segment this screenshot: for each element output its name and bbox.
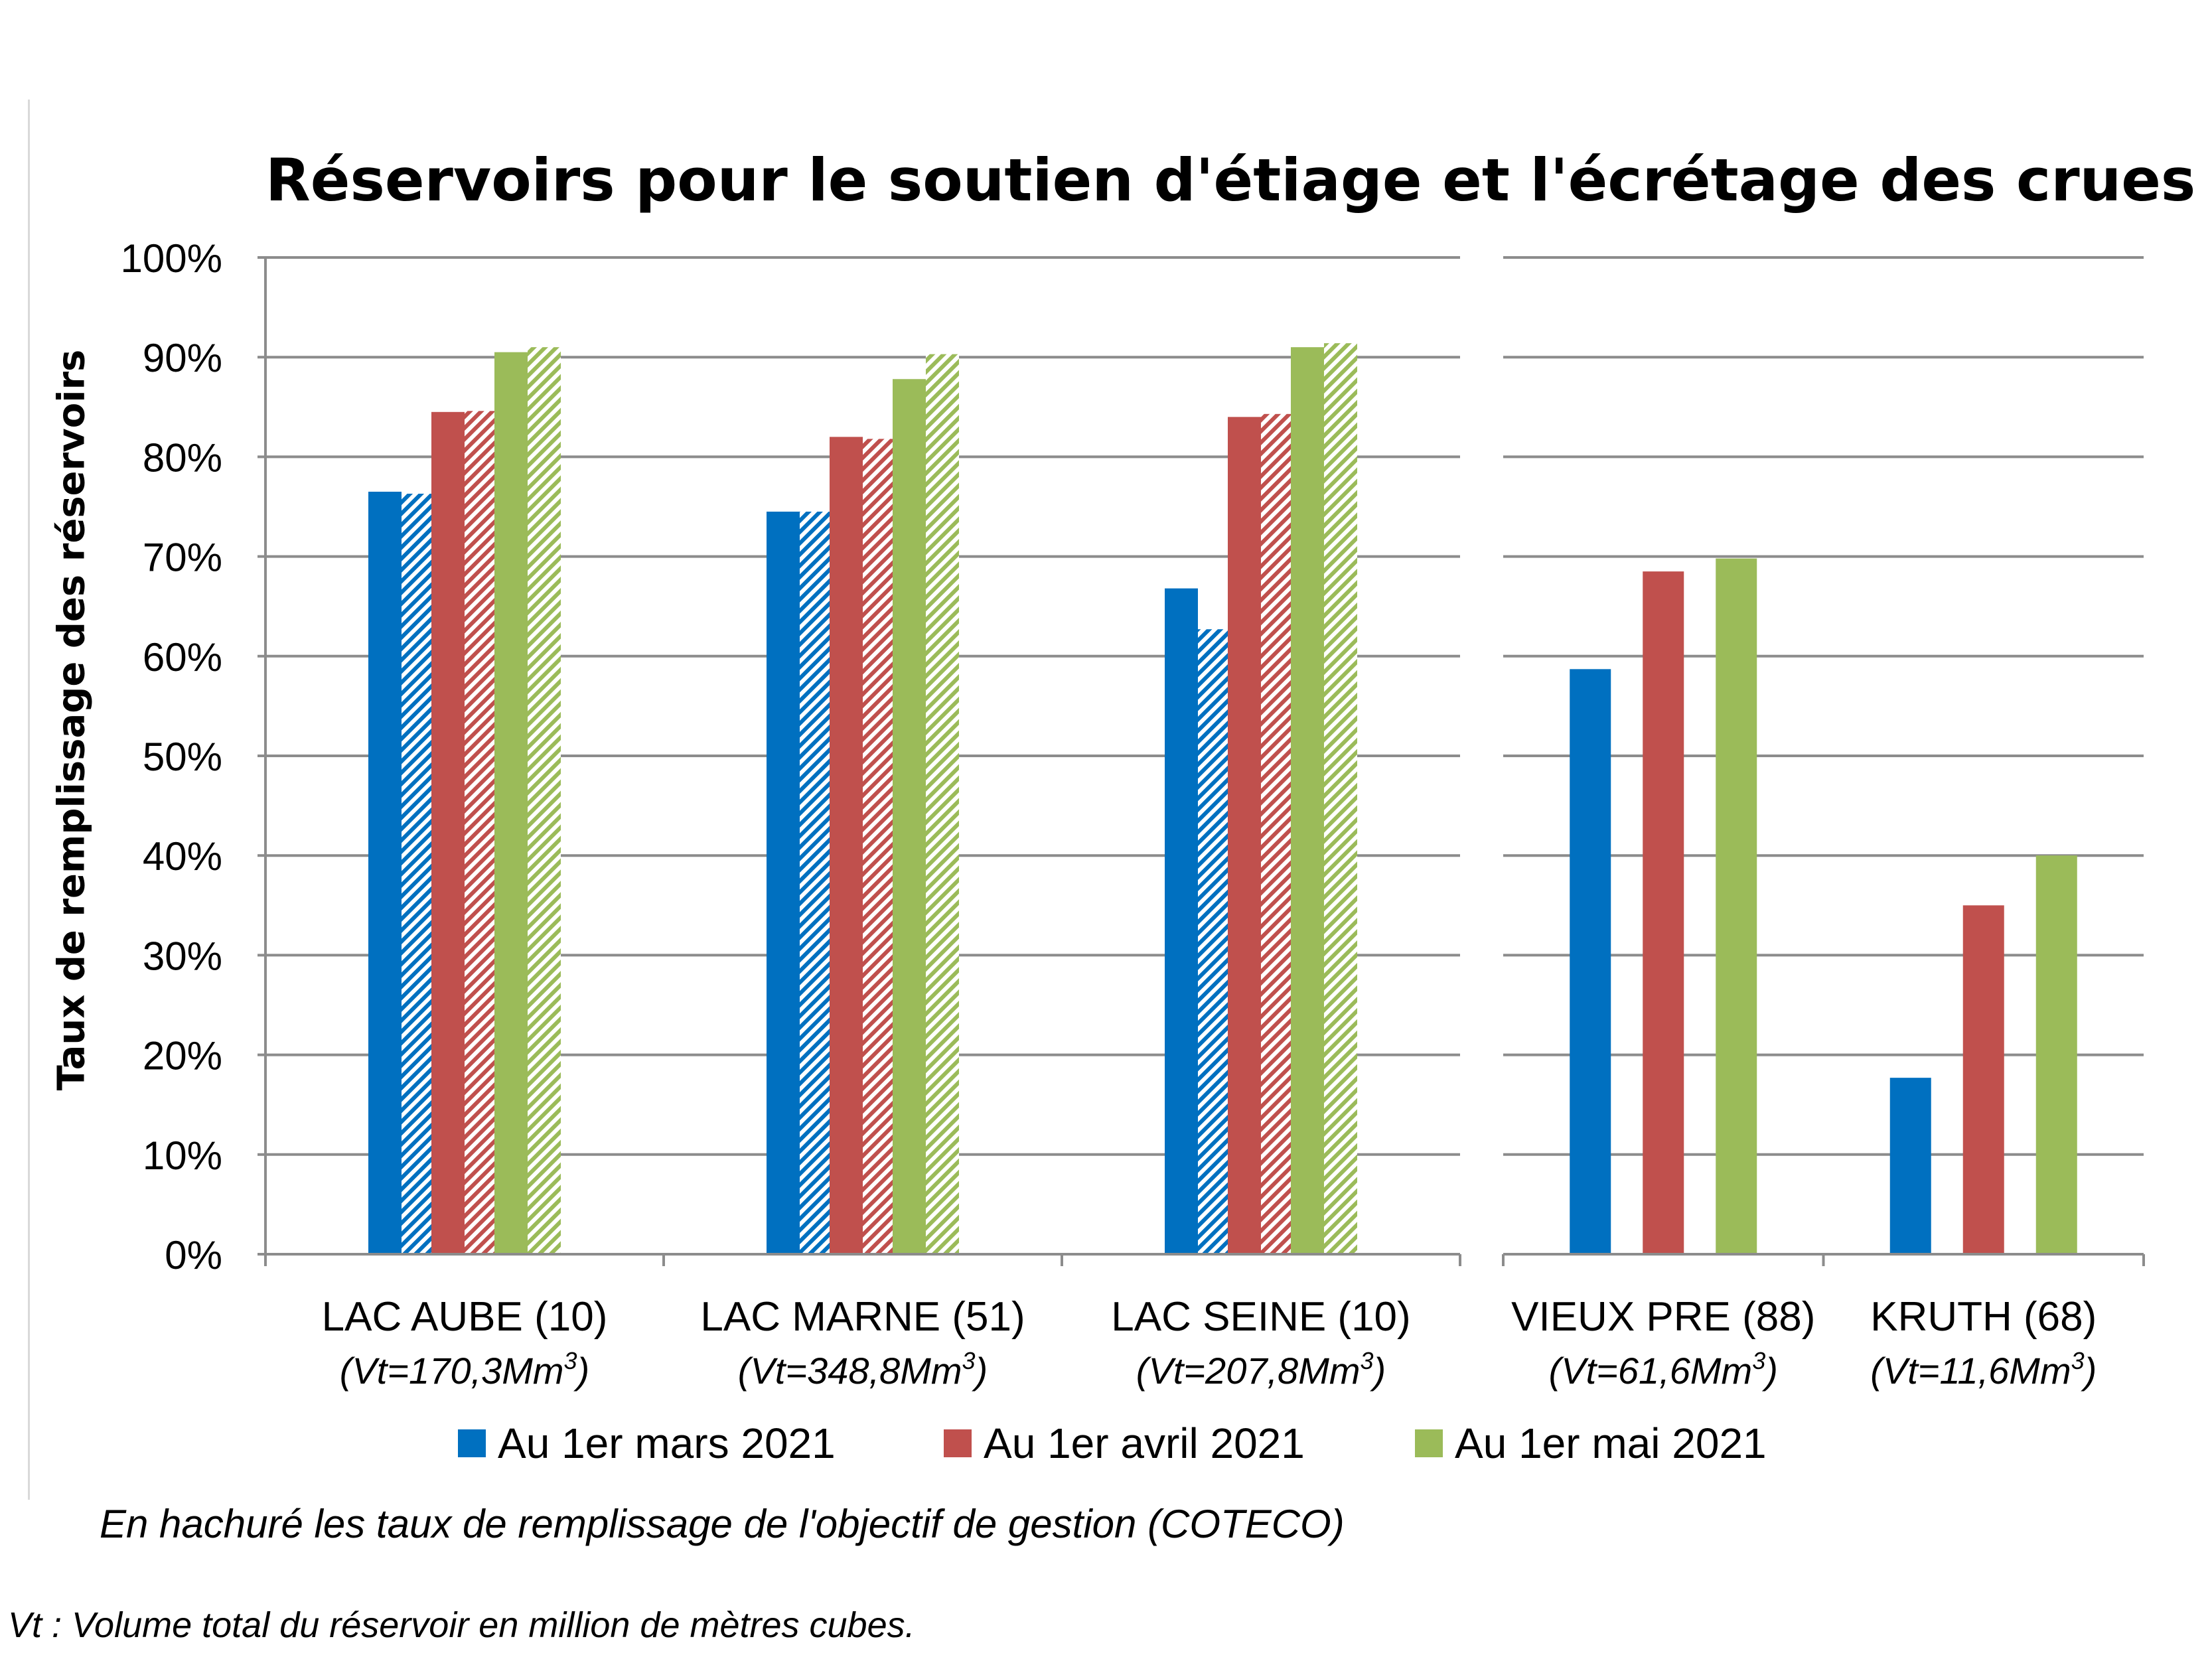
objective-bar-1-0 <box>465 411 498 1254</box>
category-label: KRUTH (68) <box>1870 1294 2097 1340</box>
y-tick-label: 60% <box>143 635 222 680</box>
chart-title: Réservoirs pour le soutien d'étiage et l… <box>265 146 2196 214</box>
objective-bar-1-1 <box>863 439 896 1254</box>
legend-swatch-green <box>1415 1429 1443 1457</box>
category-volume-label: (Vt=207,8Mm3) <box>1136 1347 1386 1392</box>
objective-bar-2-0 <box>528 347 561 1255</box>
objective-bar-0-2 <box>1198 629 1231 1254</box>
category-label: LAC MARNE (51) <box>700 1294 1025 1340</box>
legend-label-mars: Au 1er mars 2021 <box>498 1419 836 1467</box>
legend-swatch-blue <box>458 1429 486 1457</box>
bar-1-3 <box>1643 571 1684 1254</box>
left-border-rule <box>28 100 30 1500</box>
objective-bar-0-1 <box>800 512 833 1254</box>
legend-item-mai: Au 1er mai 2021 <box>1415 1413 1767 1473</box>
legend-item-mars: Au 1er mars 2021 <box>458 1413 836 1473</box>
category-label: VIEUX PRE (88) <box>1511 1294 1815 1340</box>
bar-0-0 <box>368 491 402 1254</box>
bars <box>368 343 2077 1255</box>
bar-1-2 <box>1228 417 1261 1254</box>
category-volume-label: (Vt=170,3Mm3) <box>340 1347 589 1392</box>
y-tick-label: 70% <box>143 536 222 580</box>
category-volume-label: (Vt=348,8Mm3) <box>738 1347 988 1392</box>
category-label: LAC SEINE (10) <box>1111 1294 1410 1340</box>
bar-1-4 <box>1962 905 2004 1254</box>
bar-0-2 <box>1165 588 1198 1254</box>
bar-2-2 <box>1291 347 1324 1255</box>
y-tick-label: 20% <box>143 1034 222 1078</box>
category-label: LAC AUBE (10) <box>322 1294 608 1340</box>
y-tick-label: 100% <box>121 236 222 281</box>
objective-bar-2-1 <box>926 354 959 1254</box>
y-tick-label: 50% <box>143 735 222 779</box>
hatching-note: En hachuré les taux de remplissage de l'… <box>100 1502 1345 1546</box>
bar-2-3 <box>1716 558 1757 1254</box>
y-tick-label: 0% <box>165 1233 222 1277</box>
legend-label-mai: Au 1er mai 2021 <box>1455 1419 1767 1467</box>
y-tick-label: 30% <box>143 934 222 978</box>
bar-2-4 <box>2035 855 2077 1254</box>
legend-item-avril: Au 1er avril 2021 <box>944 1413 1305 1473</box>
y-tick-label: 80% <box>143 435 222 480</box>
bar-1-1 <box>830 437 863 1254</box>
legend-swatch-red <box>944 1429 972 1457</box>
legend: Au 1er mars 2021 Au 1er avril 2021 Au 1e… <box>0 1413 2212 1473</box>
bar-0-1 <box>767 512 800 1254</box>
bar-2-0 <box>494 352 528 1255</box>
bar-2-1 <box>893 379 926 1254</box>
labels: 0% 10% 20% 30% 40% 50% 60% 70% 80% 90% 100% LAC AUB… <box>121 236 2097 1392</box>
objective-bar-1-2 <box>1261 413 1294 1255</box>
y-tick-label: 90% <box>143 336 222 380</box>
objective-bar-0-0 <box>402 493 435 1254</box>
objective-bar-2-2 <box>1324 343 1357 1254</box>
bar-0-4 <box>1889 1078 1931 1254</box>
bar-1-0 <box>431 411 465 1254</box>
y-tick-label: 40% <box>143 834 222 879</box>
legend-label-avril: Au 1er avril 2021 <box>984 1419 1305 1467</box>
y-tick-label: 10% <box>143 1133 222 1178</box>
category-volume-label: (Vt=61,6Mm3) <box>1549 1347 1778 1392</box>
volume-footnote: Vt : Volume total du réservoir en millio… <box>8 1605 915 1645</box>
bar-0-3 <box>1570 669 1611 1254</box>
category-volume-label: (Vt=11,6Mm3) <box>1870 1347 2097 1392</box>
axes <box>258 256 2145 1266</box>
